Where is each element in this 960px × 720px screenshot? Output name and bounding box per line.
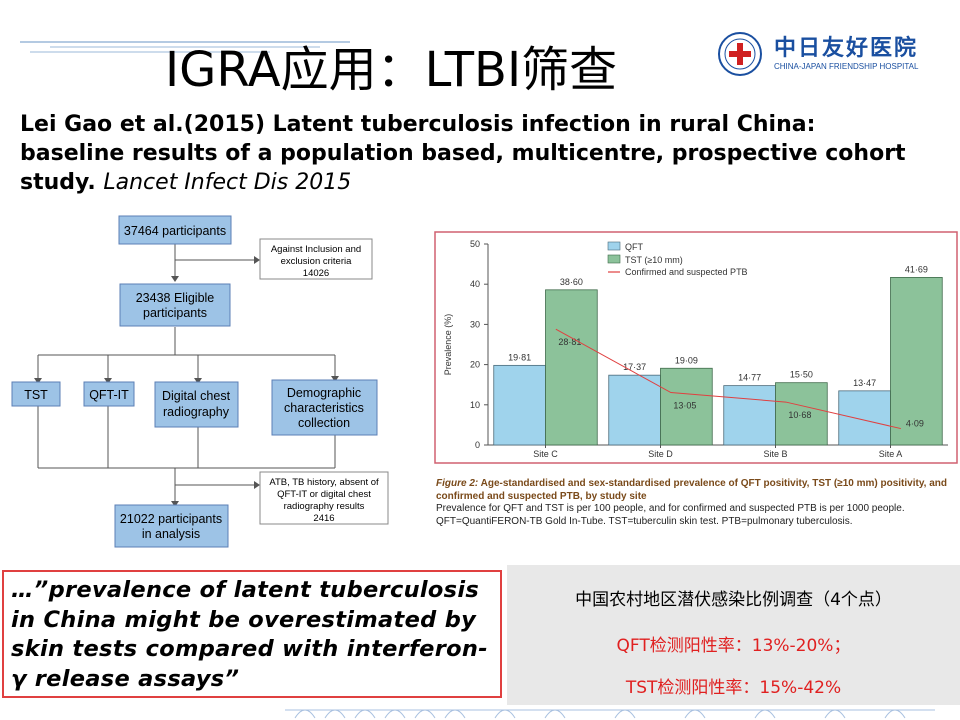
y-tick-label: 20 [470, 360, 480, 370]
flow-text-excluded2-2: QFT-IT or digital chest [277, 489, 371, 500]
data-label-tst: 41·69 [905, 264, 928, 274]
flow-box-tst [11, 381, 61, 407]
hospital-logo-icon [718, 32, 762, 76]
caption-fig-label: Figure 2: [436, 478, 479, 489]
figure-caption: Figure 2: Age-standardised and sex-stand… [436, 478, 956, 528]
flow-text-analysis-1: 21022 participants [120, 512, 222, 526]
y-axis-label: Prevalence (%) [443, 314, 453, 376]
flow-box-excluded2 [259, 471, 389, 525]
decorative-lines [20, 41, 350, 53]
x-tick-label: Site C [533, 449, 558, 459]
x-tick-label: Site B [763, 449, 787, 459]
bar-tst [775, 382, 828, 446]
legend-label-ptb: Confirmed and suspected PTB [625, 267, 748, 277]
flow-text-analysis-2: in analysis [142, 527, 200, 541]
caption-line-1: Prevalence for QFT and TST is per 100 pe… [436, 503, 905, 514]
data-label-ptb: 28·81 [558, 337, 581, 347]
flow-text-excluded-2: exclusion criteria [281, 256, 352, 267]
quote-box: …”prevalence of latent tuberculosis in C… [2, 570, 502, 698]
flow-text-demographic-2: characteristics [284, 401, 364, 415]
logo-name-en: CHINA-JAPAN FRIENDSHIP HOSPITAL [774, 62, 919, 71]
summary-line-2: QFT检测阳性率：13%-20%； [616, 636, 851, 656]
x-tick-label: Site A [879, 449, 903, 459]
y-tick-label: 50 [470, 239, 480, 249]
logo-name-cn: 中日友好医院 [774, 36, 919, 61]
flow-text-participants: 37464 participants [124, 224, 226, 238]
line-ptb [555, 328, 901, 430]
data-label-qft: 14·77 [738, 373, 761, 383]
data-label-ptb: 4·09 [906, 419, 924, 429]
legend-label-tst: TST (≥10 mm) [625, 255, 683, 265]
legend-swatch-qft [607, 241, 621, 251]
flow-text-excluded-1: Against Inclusion and [271, 244, 361, 255]
citation-text: Lei Gao et al.(2015) Latent tuberculosis… [20, 112, 906, 195]
data-label-qft: 17·37 [623, 362, 646, 372]
flow-text-demographic-3: collection [298, 416, 350, 430]
flow-text-excluded2-4: 2416 [313, 513, 334, 524]
flow-box-eligible [119, 283, 231, 327]
flow-box-excluded [259, 238, 373, 280]
summary-line-1: 中国农村地区潜伏感染比例调查（4个点） [575, 590, 892, 610]
flow-text-excluded-3: 14026 [303, 268, 329, 279]
bar-qft [723, 385, 776, 446]
data-label-ptb: 13·05 [673, 401, 696, 411]
flow-text-qft: QFT-IT [89, 388, 129, 402]
flow-text-excluded2-1: ATB, TB history, absent of [269, 477, 379, 488]
slide-title: IGRA应用：LTBI筛查 [165, 42, 618, 98]
caption-line-2: QFT=QuantiFERON-TB Gold In-Tube. TST=tub… [436, 515, 853, 527]
flow-box-demographic [271, 379, 378, 436]
data-label-qft: 13·47 [853, 378, 876, 388]
decorative-bottom-pattern [285, 709, 935, 719]
legend-label-qft: QFT [625, 242, 643, 252]
citation: Lei Gao et al.(2015) Latent tuberculosis… [20, 110, 920, 197]
y-tick-label: 40 [470, 279, 480, 289]
flow-text-demographic-1: Demographic [287, 386, 361, 400]
flowchart: 37464 participants Against Inclusion and… [11, 215, 389, 548]
caption-title-rest: Age-standardised and sex-standardised pr… [436, 478, 947, 502]
bar-tst [660, 367, 713, 446]
data-label-ptb: 10·68 [788, 410, 811, 420]
bar-qft [493, 364, 546, 446]
data-label-tst: 19·09 [675, 355, 698, 365]
flow-text-radiography-1: Digital chest [162, 389, 231, 403]
flow-box-qft [83, 381, 135, 407]
data-label-qft: 19·81 [508, 352, 531, 362]
prevalence-chart: 0 10 20 30 40 50 Prevalence (%) 19·81 38·60 Site … [434, 231, 958, 464]
flow-text-tst: TST [24, 388, 48, 402]
x-tick-label: Site D [648, 449, 673, 459]
flow-text-radiography-2: radiography [163, 405, 230, 419]
legend-swatch-tst [607, 254, 621, 264]
caption-title: Figure 2: Age-standardised and sex-stand… [436, 478, 956, 503]
summary-panel: 中国农村地区潜伏感染比例调查（4个点） QFT检测阳性率：13%-20%； TS… [507, 565, 960, 705]
flow-text-eligible-1: 23438 Eligible [136, 291, 215, 305]
flow-box-radiography [154, 381, 239, 428]
y-tick-label: 30 [470, 319, 480, 329]
flow-box-participants [118, 215, 232, 245]
data-label-tst: 38·60 [560, 277, 583, 287]
bar-qft [608, 374, 661, 446]
flow-box-analysis [114, 504, 229, 548]
bar-tst [890, 277, 943, 446]
summary-line-3: TST检测阳性率：15%-42% [625, 678, 842, 698]
flow-text-eligible-2: participants [143, 306, 207, 320]
y-tick-label: 0 [475, 440, 480, 450]
y-tick-label: 10 [470, 400, 480, 410]
bar-tst [545, 289, 598, 446]
data-label-tst: 15·50 [790, 370, 813, 380]
flow-text-excluded2-3: radiography results [284, 501, 365, 512]
quote-text: …”prevalence of latent tuberculosis in C… [11, 577, 488, 692]
bar-qft [838, 390, 891, 446]
citation-journal: Lancet Infect Dis 2015 [103, 170, 352, 195]
